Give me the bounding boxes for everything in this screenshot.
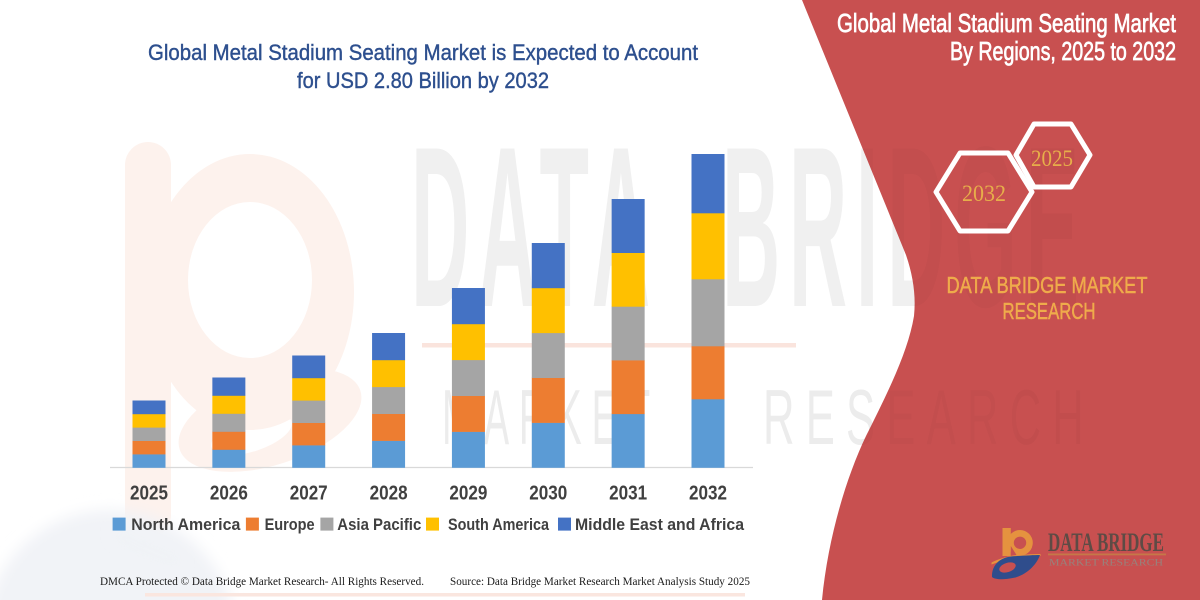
svg-text:2029: 2029 [449, 482, 487, 505]
svg-text:Middle East and Africa: Middle East and Africa [575, 515, 745, 534]
svg-text:MARKET RESEARCH: MARKET RESEARCH [1049, 558, 1164, 568]
svg-text:Global Metal Stadium Seating M: Global Metal Stadium Seating Market [837, 8, 1177, 38]
svg-text:North America: North America [131, 515, 241, 534]
svg-text:DATA: DATA [411, 99, 659, 355]
svg-text:South America: South America [448, 515, 549, 534]
svg-text:2028: 2028 [370, 482, 408, 505]
svg-text:2032: 2032 [689, 482, 727, 505]
svg-text:2025: 2025 [130, 482, 168, 505]
svg-text:RESEARCH: RESEARCH [1003, 298, 1096, 324]
svg-text:2032: 2032 [962, 181, 1006, 206]
svg-text:2030: 2030 [529, 482, 567, 505]
svg-text:DATA BRIDGE MARKET: DATA BRIDGE MARKET [947, 272, 1148, 298]
svg-text:2031: 2031 [609, 482, 647, 505]
svg-text:Asia Pacific: Asia Pacific [337, 515, 421, 534]
svg-text:2027: 2027 [290, 482, 328, 505]
svg-text:DMCA Protected © Data Bridge M: DMCA Protected © Data Bridge Market Rese… [100, 576, 424, 588]
svg-text:Global Metal Stadium Seating M: Global Metal Stadium Seating Market is E… [148, 40, 698, 65]
svg-text:By Regions, 2025 to 2032: By Regions, 2025 to 2032 [950, 36, 1176, 66]
svg-text:Europe: Europe [265, 515, 315, 534]
svg-text:2026: 2026 [210, 482, 248, 505]
svg-text:2025: 2025 [1031, 146, 1073, 171]
svg-text:for USD 2.80 Billion by 2032: for USD 2.80 Billion by 2032 [297, 68, 549, 93]
svg-text:Source: Data Bridge Market Res: Source: Data Bridge Market Research Mark… [450, 576, 750, 588]
svg-text:DATA BRIDGE: DATA BRIDGE [1048, 528, 1164, 557]
